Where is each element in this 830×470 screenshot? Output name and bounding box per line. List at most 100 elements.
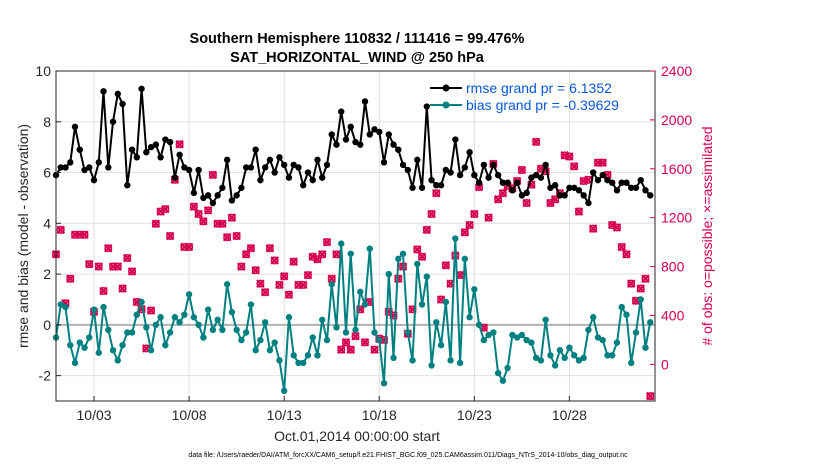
legend-rmse-marker [442, 84, 450, 92]
obs-possible-marker [622, 250, 631, 259]
y-right-tick-label: 1600 [661, 161, 692, 177]
y-right-tick-label: 400 [661, 307, 685, 323]
bias-point [647, 319, 654, 326]
obs-assimilated-marker [645, 391, 655, 401]
obs-assimilated-marker [99, 286, 108, 296]
bias-point [219, 326, 226, 334]
obs-possible-marker [517, 166, 526, 175]
obs-possible-marker [270, 256, 279, 265]
rmse-point [185, 166, 193, 174]
obs-assimilated-marker [56, 225, 66, 235]
bias-point [133, 311, 141, 318]
bias-point [390, 354, 397, 362]
obs-possible-marker [361, 338, 370, 347]
bias-point [433, 319, 440, 326]
rmse-series [52, 85, 654, 207]
bias-point [261, 319, 269, 326]
obs-possible-marker [66, 274, 75, 283]
obs-assimilated-marker [165, 231, 175, 241]
plot-area [56, 71, 655, 401]
obs-possible-marker [370, 345, 379, 354]
rmse-point [290, 161, 297, 169]
bias-point [518, 331, 526, 339]
obs-assimilated-marker [270, 256, 279, 265]
obs-assimilated-marker [161, 204, 170, 214]
rmse-point [433, 182, 440, 189]
rmse-point [528, 174, 535, 181]
rmse-point [566, 184, 573, 191]
rmse-point [214, 192, 221, 199]
rmse-point [609, 179, 616, 186]
obs-assimilated-marker [289, 257, 298, 266]
legend-rmse-label: rmse grand pr = 6.1352 [466, 80, 612, 96]
obs-assimilated-marker [118, 284, 127, 293]
bias-point [295, 359, 302, 367]
obs-possible-marker [522, 199, 531, 208]
obs-possible-marker [275, 280, 284, 289]
bias-point [409, 357, 416, 364]
rmse-point [276, 154, 283, 161]
obs-assimilated-marker [246, 243, 256, 253]
rmse-point [62, 164, 69, 171]
bias-point [437, 341, 445, 349]
bias-point [418, 301, 426, 308]
rmse-point [323, 161, 331, 169]
bias-point [209, 326, 217, 334]
bias-point [414, 260, 421, 268]
rmse-point [632, 184, 640, 191]
obs-possible-marker [199, 217, 208, 226]
obs-possible-marker [265, 244, 274, 253]
rmse-point [423, 103, 431, 110]
rmse-point [209, 199, 217, 207]
rmse-point [261, 164, 269, 171]
bias-point [509, 331, 516, 339]
bias-point [171, 314, 179, 321]
obs-assimilated-marker [308, 252, 317, 262]
rmse-point [119, 100, 126, 108]
rmse-point [414, 156, 421, 164]
rmse-point [480, 161, 488, 169]
rmse-point [138, 85, 145, 92]
rmse-point [542, 161, 549, 169]
obs-assimilated-marker [175, 140, 184, 149]
rmse-point [304, 169, 312, 176]
obs-assimilated-marker [626, 279, 636, 288]
bias-point [228, 308, 236, 316]
obs-possible-marker [532, 137, 541, 146]
rmse-point [628, 184, 635, 191]
bias-point [271, 339, 278, 346]
rmse-point [171, 174, 179, 181]
obs-possible-marker [123, 254, 132, 263]
bias-point [485, 331, 492, 339]
obs-possible-marker [627, 279, 636, 288]
obs-assimilated-marker [341, 338, 351, 347]
bias-point [119, 341, 126, 349]
bias-point [628, 359, 635, 367]
bias-point [357, 288, 364, 296]
bias-point [57, 301, 64, 308]
obs-assimilated-marker [465, 220, 474, 230]
legend-bias-label: bias grand pr = -0.39629 [466, 97, 619, 113]
obs-assimilated-marker [565, 152, 574, 161]
rmse-point [228, 197, 236, 204]
y-tick-label: 6 [43, 165, 51, 181]
rmse-point [556, 192, 564, 199]
bias-point [613, 339, 621, 346]
obs-assimilated-marker [184, 242, 194, 252]
rmse-point [67, 159, 74, 166]
obs-assimilated-marker [284, 290, 294, 299]
obs-assimilated-marker [256, 279, 265, 288]
obs-assimilated-marker [113, 262, 123, 271]
bias-point [314, 352, 321, 359]
y-tick-label: -2 [39, 368, 52, 384]
rmse-point [100, 88, 107, 95]
rmse-point [152, 141, 160, 148]
bias-point [575, 357, 583, 364]
obs-possible-marker [551, 195, 560, 204]
rmse-point [399, 161, 407, 169]
obs-possible-marker [589, 224, 598, 233]
obs-possible-marker [151, 219, 160, 228]
obs-possible-marker [646, 392, 655, 401]
obs-possible-marker [147, 306, 156, 315]
y-right-axis-ticks: 0 400 800 1200 1600 2000 2400 [650, 63, 692, 372]
